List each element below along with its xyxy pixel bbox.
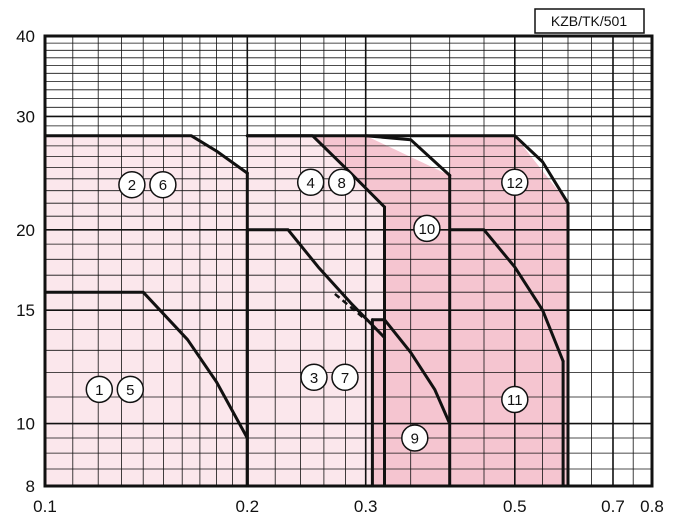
zone-label-6: 6 (149, 170, 177, 199)
zone-label-1: 1 (85, 375, 114, 404)
zone-label-7: 7 (331, 363, 359, 392)
zone-label-2: 2 (118, 170, 146, 199)
zone-label-text: 12 (506, 175, 523, 192)
curve-3-7 (245, 228, 386, 340)
zone-label-circle (501, 385, 529, 414)
zone-label-3: 3 (300, 363, 328, 392)
chart-code: KZB/TK/501 (551, 13, 627, 29)
zone-label-8: 8 (327, 168, 356, 197)
zone-label-9: 9 (401, 424, 429, 452)
zone-label-circle (116, 375, 145, 404)
grid-layer (43, 34, 654, 488)
zone-label-text: 4 (307, 175, 315, 192)
zone-label-text: 6 (159, 177, 167, 194)
y-tick-label: 15 (16, 301, 35, 320)
zone-label-text: 5 (126, 382, 134, 399)
zone-label-circle (85, 375, 114, 404)
zone-label-circle (401, 424, 429, 452)
x-tick-label: 0.1 (33, 497, 57, 516)
zone-label-11: 11 (501, 385, 529, 414)
zone-label-circle (118, 170, 146, 199)
curves-layer (43, 134, 570, 488)
zone-label-10: 10 (413, 214, 441, 243)
curve-11 (448, 228, 565, 363)
zone-label-text: 3 (310, 370, 318, 387)
zone-label-circle (296, 168, 325, 197)
x-tick-label: 0.8 (640, 497, 664, 516)
zone-label-text: 8 (338, 175, 346, 192)
zone-label-circle (413, 214, 441, 243)
dashed-3-7 (334, 292, 367, 321)
labels-layer: 1 5 2 6 3 7 4 8 9 10 11 12 (85, 168, 529, 452)
y-tick-label: 20 (16, 221, 35, 240)
zone-label-circle (331, 363, 359, 392)
x-tick-label: 0.2 (235, 497, 259, 516)
zone-label-text: 9 (411, 431, 419, 448)
y-tick-label: 8 (26, 477, 35, 496)
zone-label-5: 5 (116, 375, 145, 404)
curve-9 (370, 318, 452, 426)
zone-label-12: 12 (501, 168, 529, 197)
zone-label-text: 2 (128, 177, 136, 194)
curve-1-5 (43, 290, 249, 440)
zone-label-text: 1 (95, 382, 103, 399)
y-tick-label: 30 (16, 107, 35, 126)
x-tick-label: 0.7 (601, 497, 625, 516)
zone-label-text: 7 (341, 370, 349, 387)
x-tick-label: 0.3 (354, 497, 378, 516)
zone-label-circle (300, 363, 328, 392)
zone-label-text: 10 (419, 221, 436, 238)
zone-label-circle (501, 168, 529, 197)
curve-12 (245, 134, 570, 205)
zone-label-circle (327, 168, 356, 197)
curve-2-6 (43, 134, 249, 175)
plot-border (43, 34, 654, 488)
x-tick-label: 0.5 (503, 497, 527, 516)
y-tick-label: 10 (16, 415, 35, 434)
zone-label-text: 11 (507, 392, 523, 409)
chart-code-box: KZB/TK/501 (534, 8, 645, 34)
zone-label-4: 4 (296, 168, 325, 197)
y-tick-label: 40 (16, 27, 35, 46)
zone-label-circle (149, 170, 177, 199)
